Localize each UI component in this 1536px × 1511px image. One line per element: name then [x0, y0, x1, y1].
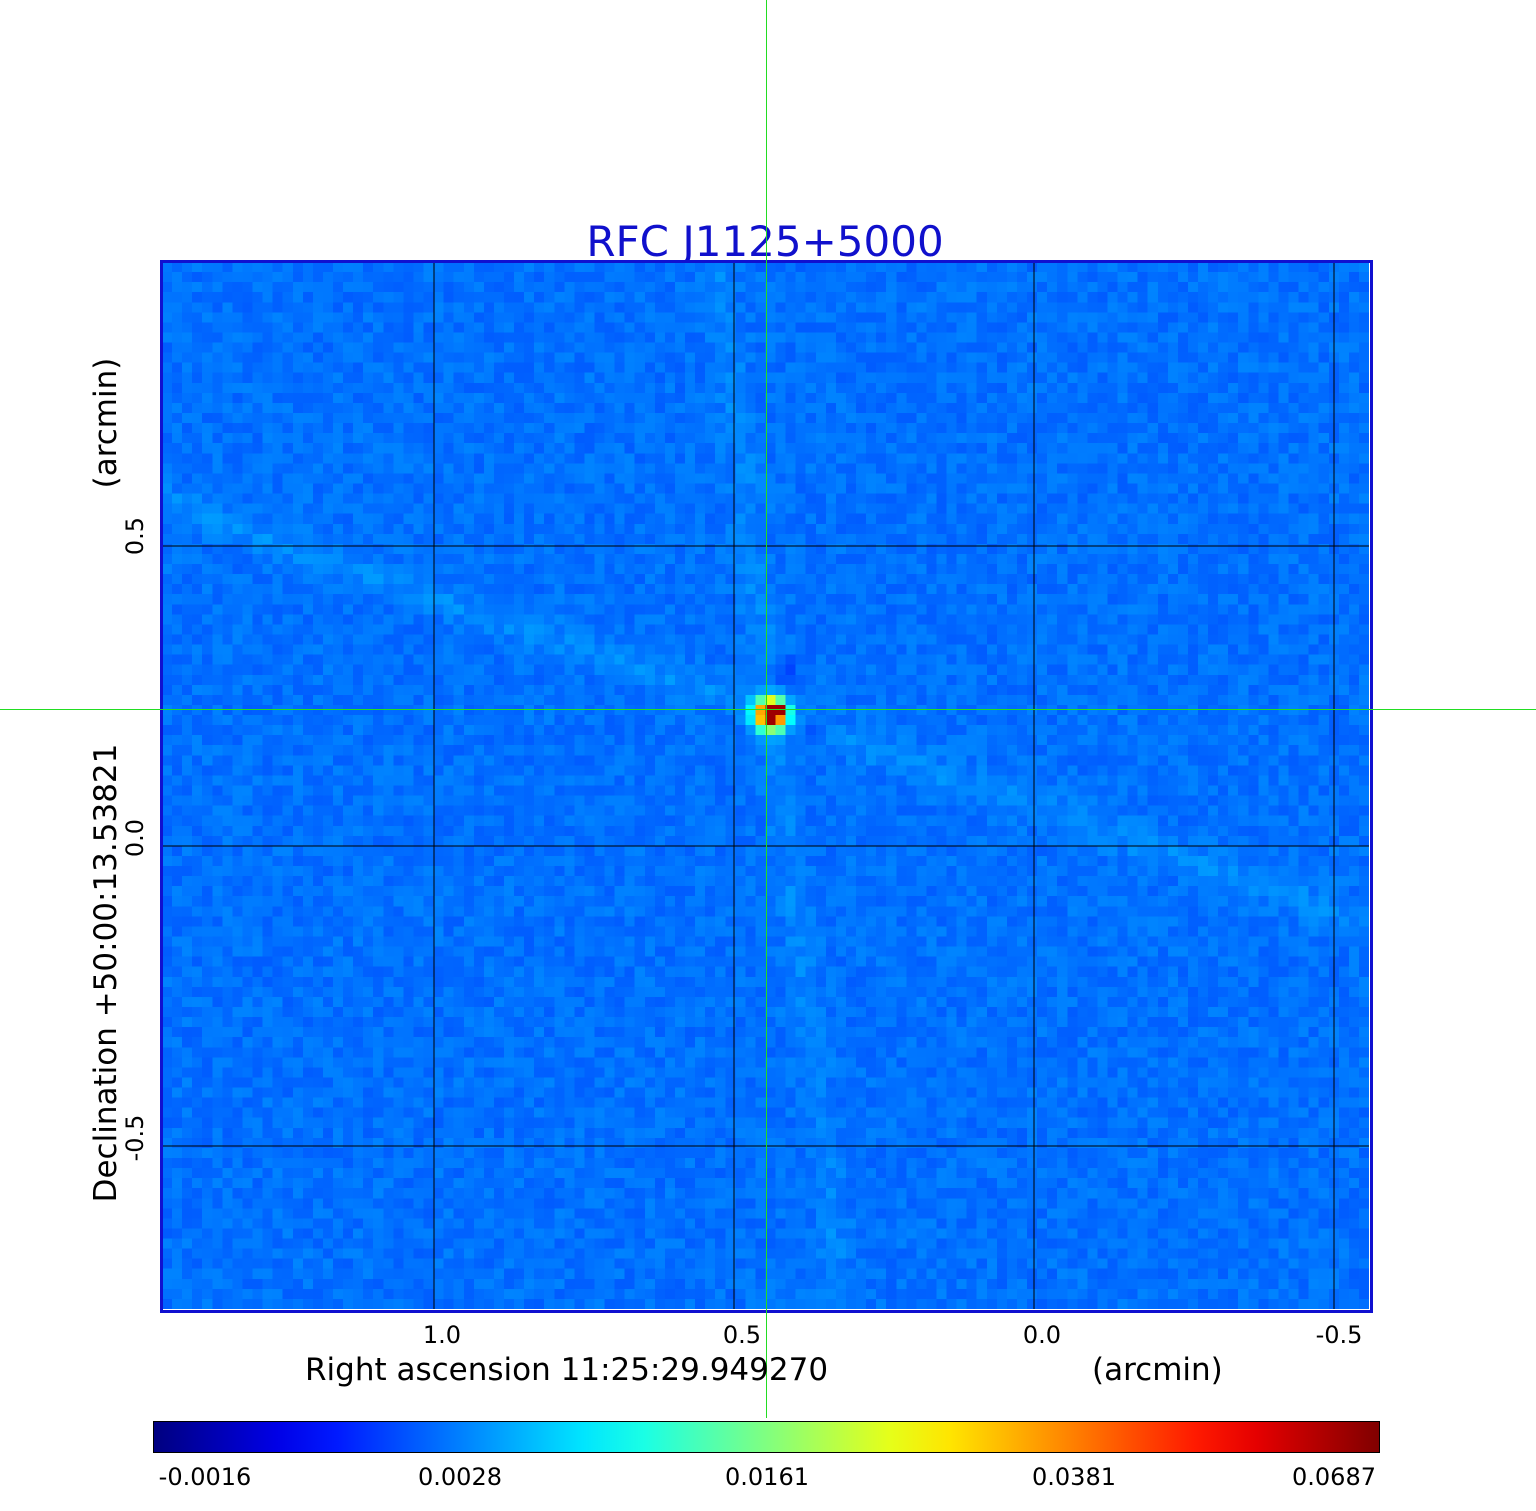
colorbar: [153, 1421, 1380, 1453]
colorbar-tick-label: 0.0028: [418, 1463, 502, 1491]
image-title: RFC J1125+5000: [586, 217, 944, 266]
y-axis-unit-label: (arcmin): [88, 357, 124, 489]
sky-image-area: [162, 262, 1369, 1309]
colorbar-tick-label: 0.0161: [725, 1463, 809, 1491]
x-tick-label: -0.5: [1315, 1321, 1363, 1349]
crosshair-horizontal: [0, 709, 1536, 710]
colorbar-tick-label: 0.0381: [1032, 1463, 1116, 1491]
coordinate-grid: [162, 262, 1369, 1309]
x-tick-label: 0.5: [722, 1321, 762, 1349]
colorbar-tick-label: 0.0687: [1292, 1463, 1376, 1491]
colorbar-tick-label: -0.0016: [158, 1463, 252, 1491]
x-tick-label: 1.0: [422, 1321, 462, 1349]
x-tick-label: 0.0: [1022, 1321, 1062, 1349]
radio-sky-image: [162, 262, 1369, 1309]
x-axis-unit-label: (arcmin): [1092, 1352, 1223, 1388]
y-axis-label: Declination +50:00:13.53821: [88, 743, 124, 1203]
x-axis-label: Right ascension 11:25:29.949270: [305, 1352, 829, 1388]
